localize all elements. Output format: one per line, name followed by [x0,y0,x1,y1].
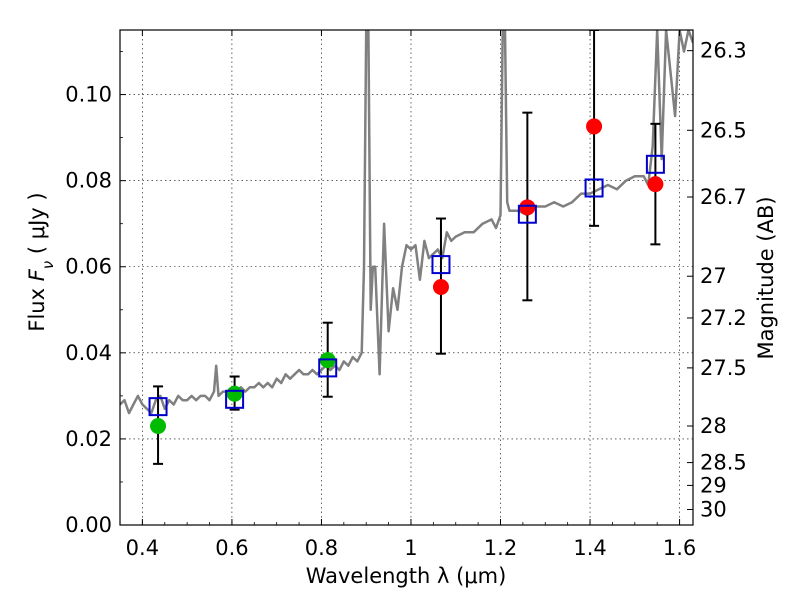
model-flux-square [517,204,537,224]
mag-tick-label: 26.3 [700,39,747,63]
spectrum-line [120,30,693,415]
model-flux-square [645,154,665,174]
mag-tick-label: 27.5 [700,356,747,380]
mag-tick-label: 27 [700,264,727,288]
y-tick-label: 0.08 [65,169,112,193]
y-axis-label-prefix: Flux [25,281,49,331]
x-axis-label: Wavelength λ (μm) [306,564,507,588]
x-tick-label: 1 [404,536,417,560]
y-tick-label: 0.04 [65,341,112,365]
optical-flux-point [150,418,167,434]
x-tick-label: 0.6 [215,536,248,560]
model-flux-square [148,397,168,417]
x-tick-label: 0.4 [126,536,159,560]
y-tick-label: 0.10 [65,83,112,107]
nir-flux-point [519,199,536,216]
model-flux-square [431,255,451,275]
x-tick-label: 0.8 [305,536,338,560]
axis-labels: 0.4 0.6 0.8 1 1.2 1.4 1.6 0.00 0.02 0.04 0.06 0.08 0… [25,39,778,588]
model-flux-square [584,178,604,198]
axes-ticks [120,30,693,526]
y-axis-label-symbol: F [25,268,49,281]
model-flux-square [225,389,245,409]
model-flux-square [318,358,338,378]
y-tick-label: 0.06 [65,255,112,279]
y-axis-label: Flux Fν ( μJy ) [25,192,57,331]
mag-tick-label: 26.7 [700,185,747,209]
y-axis-label-subscript: ν [39,261,57,269]
y-tick-label: 0.00 [65,513,112,537]
mag-tick-label: 27.2 [700,306,747,330]
plot-area [120,30,693,465]
mag-tick-label: 29 [700,473,727,497]
y-axis-label-unit: ( μJy ) [25,192,49,260]
mag-tick-label: 26.5 [700,118,747,142]
x-tick-label: 1.2 [484,536,517,560]
nir-flux-point [586,118,603,135]
x-tick-label: 1.4 [573,536,606,560]
y-tick-label: 0.02 [65,427,112,451]
plot-frame [119,29,694,526]
right-axis-label: Magnitude (AB) [754,196,778,359]
grid [120,30,693,525]
mag-tick-label: 28 [700,414,727,438]
optical-flux-point [226,385,243,402]
nir-flux-point [432,278,449,295]
mag-tick-label: 28.5 [700,451,747,475]
nir-flux-point [647,176,664,193]
x-tick-label: 1.6 [663,536,696,560]
mag-tick-label: 30 [700,498,727,522]
